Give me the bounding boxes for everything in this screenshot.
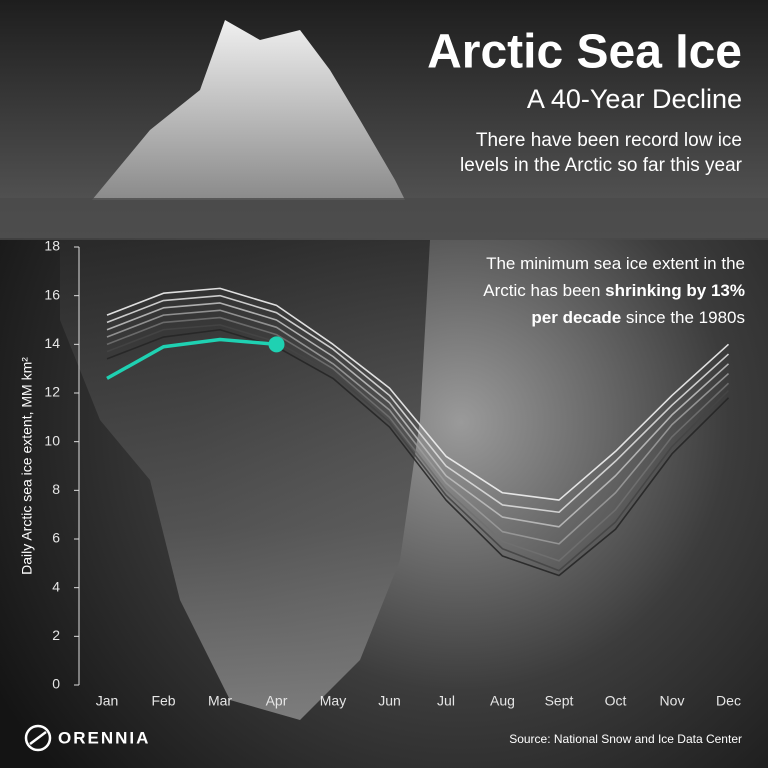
x-tick-label: Nov <box>660 693 685 709</box>
x-tick-label: May <box>320 693 346 709</box>
annotation: per decade since the 1980s <box>531 308 745 327</box>
y-tick-label: 4 <box>52 578 60 594</box>
y-tick-label: 6 <box>52 530 60 546</box>
description: There have been record low ice <box>476 130 742 151</box>
y-tick-label: 16 <box>44 286 60 302</box>
latest-point <box>268 336 285 353</box>
annotation: The minimum sea ice extent in the <box>486 254 745 273</box>
x-tick-label: Oct <box>605 693 627 709</box>
logo <box>24 724 52 752</box>
y-tick-label: 14 <box>44 335 60 351</box>
series-line <box>106 294 730 514</box>
logo-mark <box>29 731 47 745</box>
annotation: Arctic has been shrinking by 13% <box>483 281 745 300</box>
series-line <box>106 302 730 528</box>
annotation-text: The minimum sea ice extent in the <box>486 254 745 273</box>
y-tick-label: 8 <box>52 481 60 497</box>
x-tick-label: Mar <box>208 693 232 709</box>
y-tick-label: 0 <box>52 676 60 692</box>
series-line <box>106 287 730 501</box>
description: levels in the Arctic so far this year <box>460 155 743 176</box>
y-tick-label: 2 <box>52 627 60 643</box>
x-tick-label: Apr <box>266 693 288 709</box>
x-tick-label: Feb <box>151 693 175 709</box>
water-surface <box>0 198 768 240</box>
y-tick-label: 10 <box>44 432 60 448</box>
y-axis-label: Daily Arctic sea ice extent, MM km² <box>19 357 35 575</box>
annotation-emphasis: shrinking by 13% <box>605 281 745 300</box>
annotation-emphasis: per decade <box>531 308 621 327</box>
x-tick-label: Dec <box>716 693 741 709</box>
annotation-text: since the 1980s <box>621 308 745 327</box>
iceberg-top <box>92 20 405 200</box>
x-tick-label: Sept <box>545 693 574 709</box>
series-line <box>106 324 730 572</box>
y-tick-label: 12 <box>44 384 60 400</box>
y-tick-label: 18 <box>44 238 60 254</box>
subtitle: A 40-Year Decline <box>527 84 742 114</box>
annotation-text: Arctic has been <box>483 281 605 300</box>
series-line <box>106 309 730 545</box>
series-line <box>106 337 277 380</box>
source: Source: National Snow and Ice Data Cente… <box>509 732 742 746</box>
title: Arctic Sea Ice <box>427 26 742 79</box>
logo-mark <box>24 724 52 752</box>
x-tick-label: Jun <box>378 693 401 709</box>
series-line <box>106 328 730 577</box>
series-line <box>106 316 730 562</box>
x-tick-label: Aug <box>490 693 515 709</box>
x-tick-label: Jul <box>437 693 455 709</box>
x-tick-label: Jan <box>96 693 119 709</box>
brand: ORENNIA <box>58 728 150 747</box>
